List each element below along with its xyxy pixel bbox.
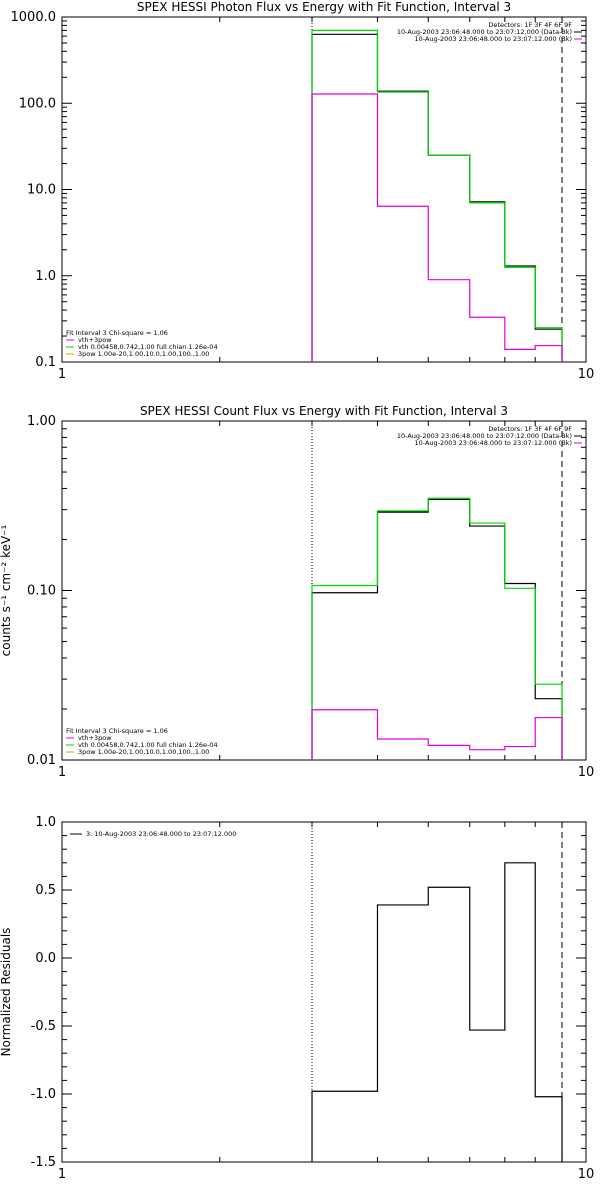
legend-entry: vth+3pow	[78, 336, 112, 344]
y-axis-label: counts s⁻¹ cm⁻² keV⁻¹	[0, 524, 13, 656]
y-axis-label: Normalized Residuals	[0, 928, 13, 1057]
panel-1: SPEX HESSI Photon Flux vs Energy with Fi…	[11, 0, 595, 382]
legend-entry: Fit Interval 3 Chi-square = 1.06	[66, 727, 168, 735]
legend-entry: Detectors: 1F 3F 4F 6F 9F	[488, 21, 572, 29]
x-tick-label: 1	[58, 765, 66, 780]
y-tick-label: 1000.0	[11, 10, 57, 25]
x-tick-label: 1	[58, 367, 66, 382]
x-tick-label: 1	[58, 1167, 66, 1182]
y-tick-label: 0.1	[35, 355, 56, 370]
legend-entry: 3pow 1.00e-20,1.00,10.0,1.00,100.,1.00	[78, 748, 209, 756]
series-1-line	[311, 33, 563, 362]
y-tick-label: 0.0	[35, 951, 56, 966]
legend-entry: vth+3pow	[78, 734, 112, 742]
x-tick-label: 10	[578, 765, 595, 780]
series-1-line	[311, 862, 563, 1162]
legend-entry: Fit Interval 3 Chi-square = 1.06	[66, 329, 168, 337]
panel-3: 1 10 1.0 0.5 0.0 -0.5 -1.0 -1.5 Normalized Resid…	[0, 815, 594, 1182]
legend-entry: 3pow 1.00e-20,1.00,10.0,1.00,100.,1.00	[78, 350, 209, 358]
series-2-line	[311, 497, 563, 760]
chart-title: SPEX HESSI Photon Flux vs Energy with Fi…	[137, 0, 511, 14]
legend-entry: 10-Aug-2003 23:06:48.000 to 23:07:12.000…	[415, 439, 572, 447]
series-1-line	[311, 498, 563, 760]
y-tick-label: -1.5	[31, 1155, 56, 1170]
legend-entry: vth 0.00458,0.742,1.00 full chian 1.26e-…	[78, 343, 218, 351]
legend-entry: Detectors: 1F 3F 4F 6F 9F	[488, 425, 572, 433]
plot-frame	[61, 16, 587, 363]
y-tick-label: 0.10	[27, 584, 56, 599]
y-tick-label: -1.0	[31, 1087, 56, 1102]
x-tick-label: 10	[578, 367, 595, 382]
plot-frame	[61, 821, 587, 1163]
legend-entry: 10-Aug-2003 23:06:48.000 to 23:07:12.000…	[397, 28, 572, 36]
chart-title: SPEX HESSI Count Flux vs Energy with Fit…	[140, 404, 508, 418]
legend-entry: 10-Aug-2003 23:06:48.000 to 23:07:12.000…	[397, 432, 572, 440]
series-3-line	[311, 93, 563, 362]
x-tick-label: 10	[578, 1167, 595, 1182]
y-tick-label: 0.5	[35, 883, 56, 898]
y-tick-label: -0.5	[31, 1019, 56, 1034]
y-tick-label: 0.01	[27, 753, 56, 768]
legend-entry: vth 0.00458,0.742,1.00 full chian 1.26e-…	[78, 741, 218, 749]
legend-entry: 3. 10-Aug-2003 23:06:48.000 to 23:07:12.…	[86, 830, 236, 838]
legend-entry: 10-Aug-2003 23:06:48.000 to 23:07:12.000…	[415, 35, 572, 43]
y-tick-label: 1.0	[35, 815, 56, 830]
series-3-line	[311, 709, 563, 760]
y-tick-label: 1.00	[27, 414, 56, 429]
y-tick-label: 100.0	[19, 96, 56, 111]
y-tick-label: 10.0	[27, 183, 56, 198]
panel-2: SPEX HESSI Count Flux vs Energy with Fit…	[0, 404, 594, 780]
y-tick-label: 1.0	[35, 269, 56, 284]
series-2-line	[311, 29, 563, 362]
